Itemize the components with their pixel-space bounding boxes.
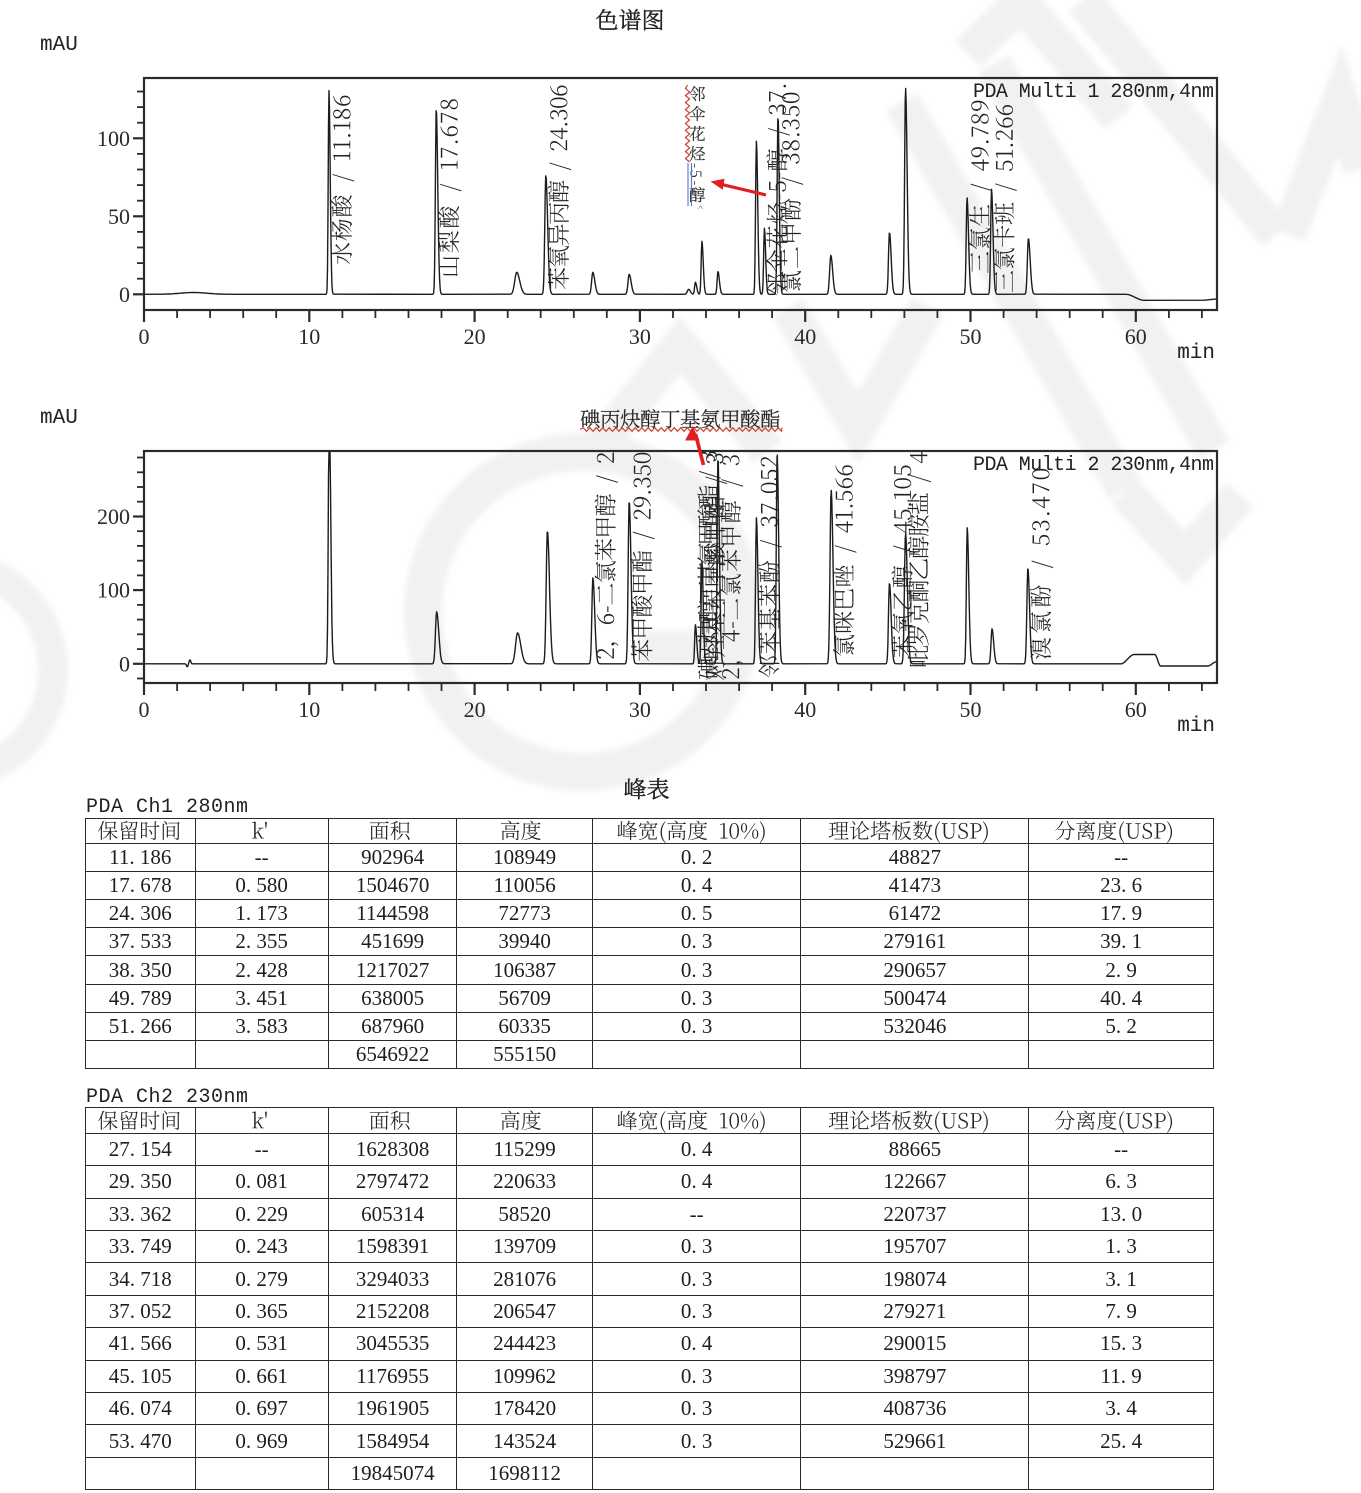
svg-text:60: 60 — [1125, 324, 1147, 349]
svg-text:PDA Ch2 230nm: PDA Ch2 230nm — [86, 1086, 248, 1109]
svg-text:50: 50 — [960, 324, 982, 349]
svg-text:10: 10 — [298, 697, 320, 722]
svg-text:20: 20 — [464, 324, 486, 349]
svg-text:min: min — [1177, 342, 1215, 365]
svg-text:200: 200 — [97, 504, 130, 529]
svg-text:0: 0 — [139, 324, 150, 349]
svg-text:min: min — [1177, 715, 1215, 738]
svg-text:100: 100 — [97, 126, 130, 151]
svg-text:0: 0 — [139, 697, 150, 722]
svg-text:50: 50 — [960, 697, 982, 722]
svg-text:50: 50 — [108, 204, 130, 229]
svg-text:PDA Multi 2 230nm,4nm: PDA Multi 2 230nm,4nm — [973, 454, 1214, 477]
svg-text:30: 30 — [629, 697, 651, 722]
svg-text:mAU: mAU — [40, 34, 78, 57]
svg-text:0: 0 — [119, 651, 130, 676]
svg-text:0: 0 — [119, 282, 130, 307]
svg-text:PDA Multi 1 280nm,4nm: PDA Multi 1 280nm,4nm — [973, 81, 1214, 104]
svg-text:100: 100 — [97, 578, 130, 603]
svg-text:30: 30 — [629, 324, 651, 349]
svg-text:20: 20 — [464, 697, 486, 722]
svg-text:40: 40 — [794, 697, 816, 722]
svg-text:PDA Ch1 280nm: PDA Ch1 280nm — [86, 796, 248, 819]
svg-text:40: 40 — [794, 324, 816, 349]
svg-text:mAU: mAU — [40, 407, 78, 430]
svg-text:60: 60 — [1125, 697, 1147, 722]
svg-text:10: 10 — [298, 324, 320, 349]
